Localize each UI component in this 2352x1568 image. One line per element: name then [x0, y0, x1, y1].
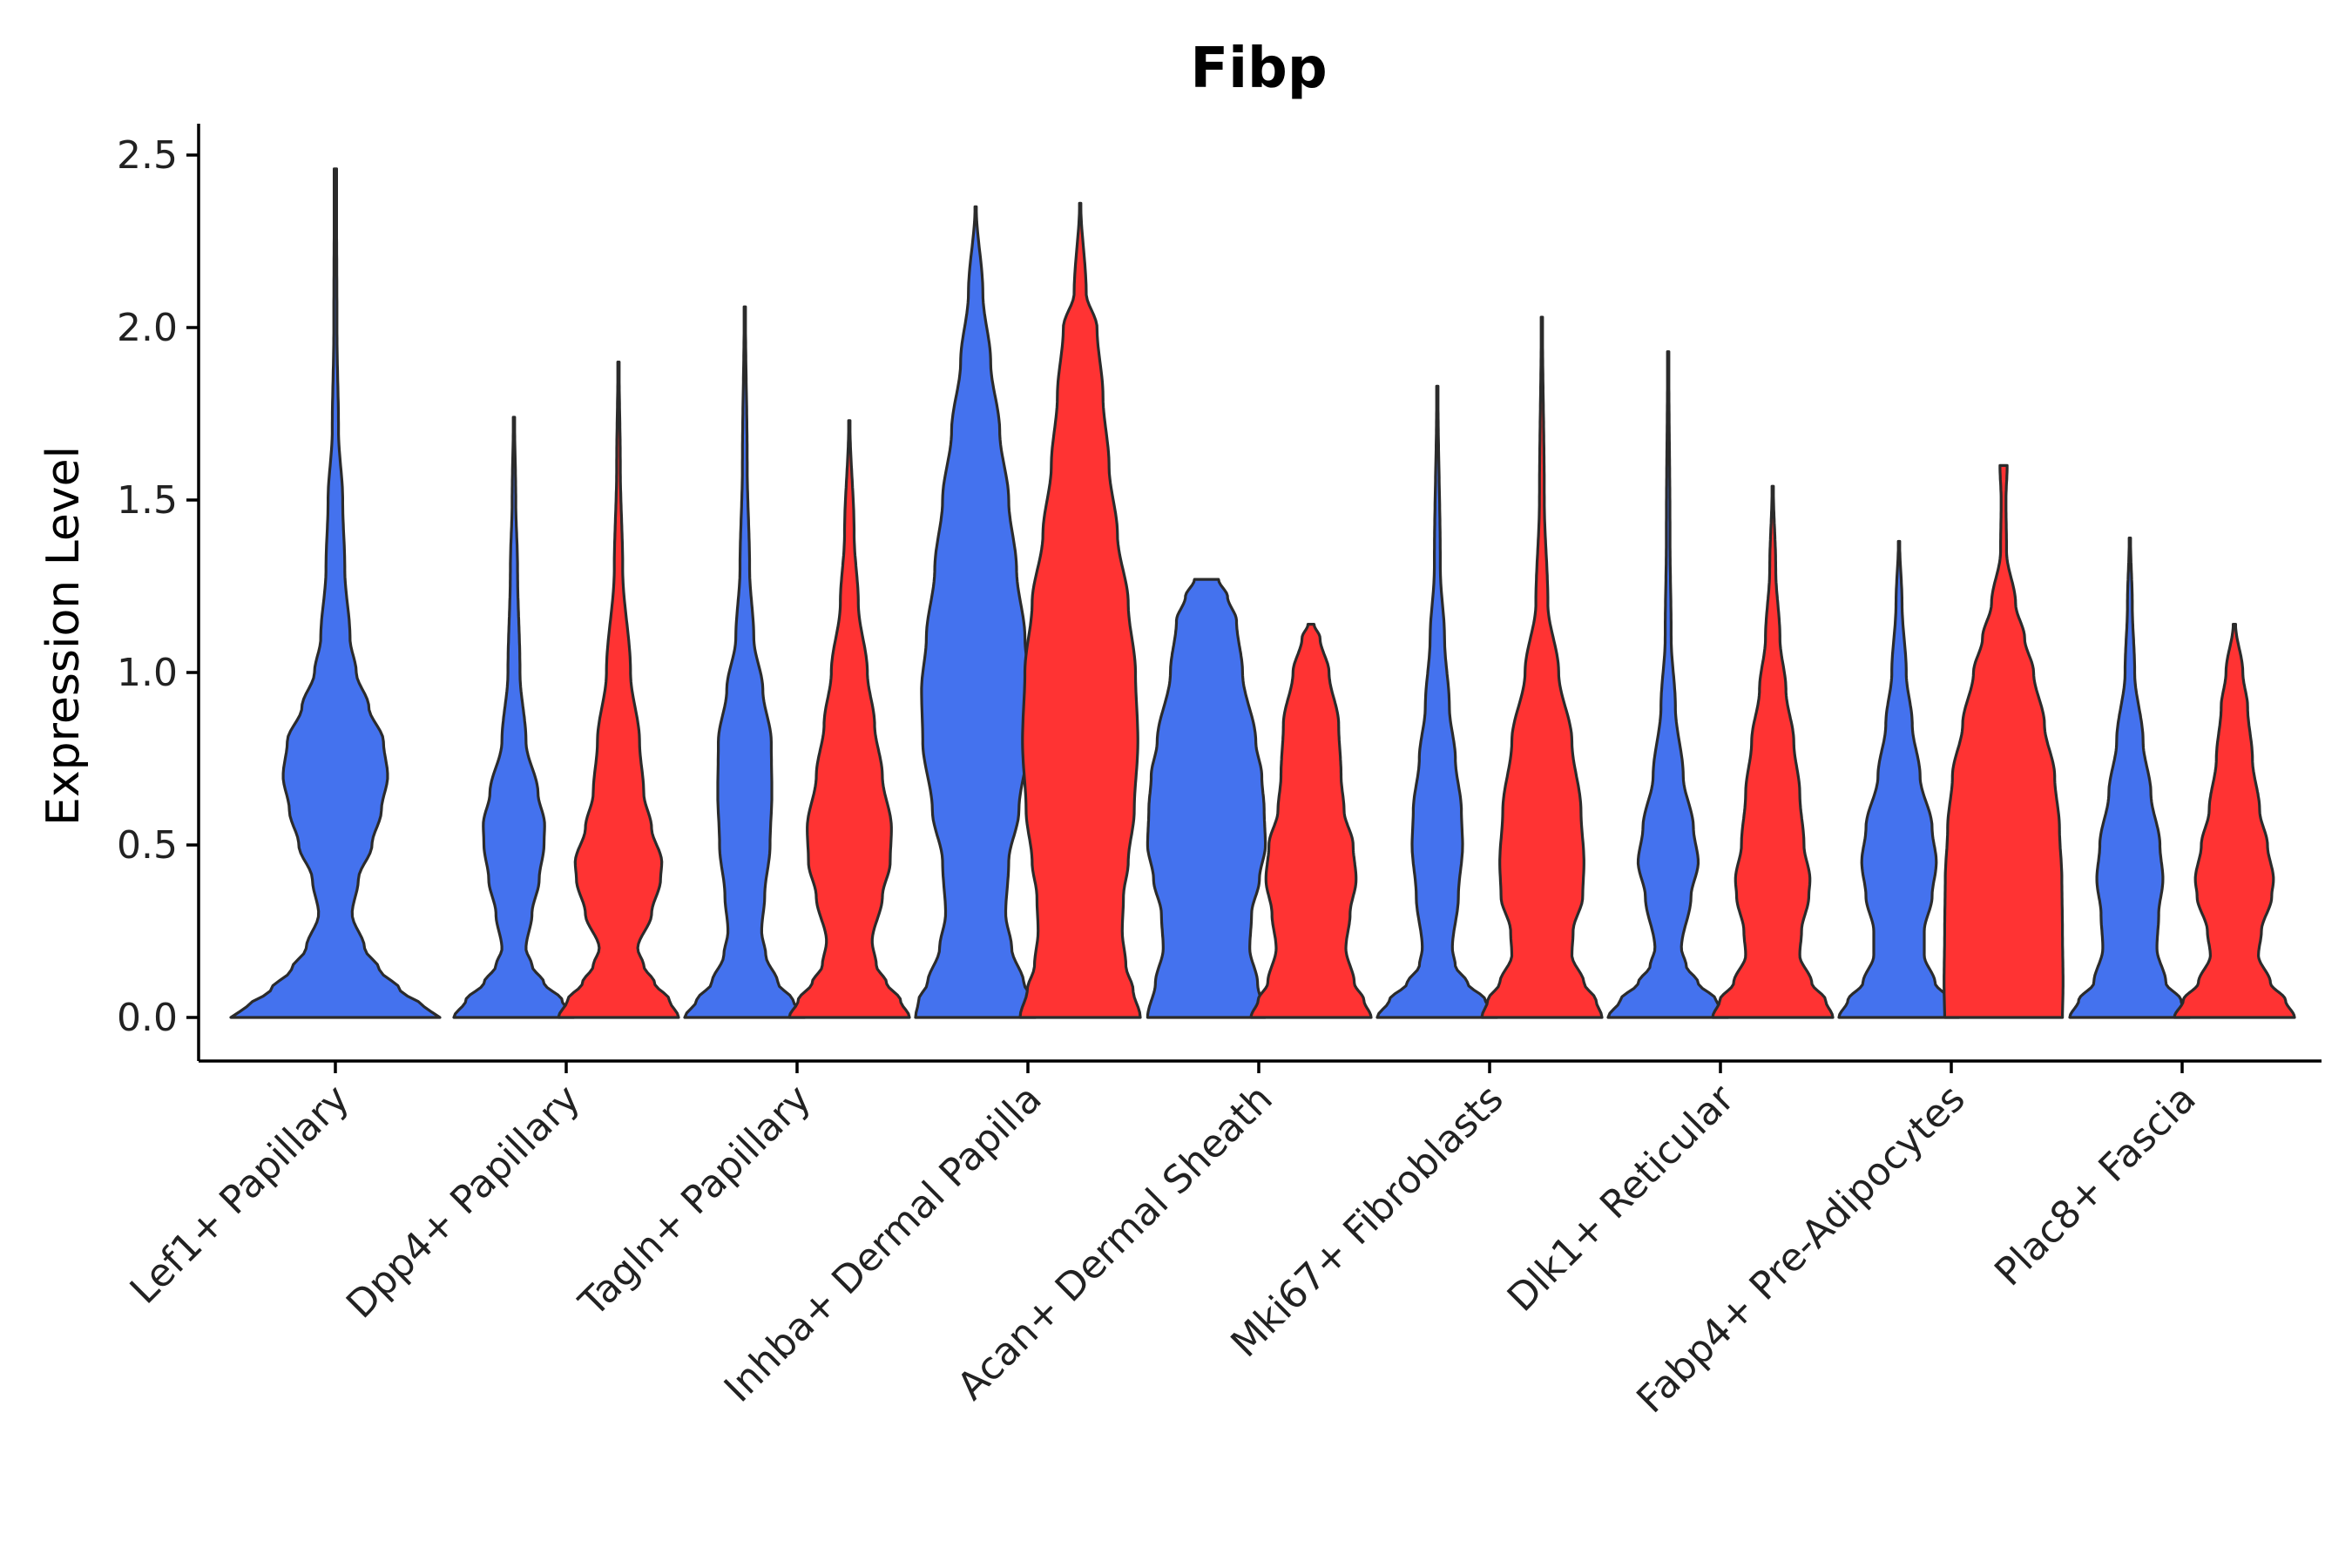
violin-dpp4-papillary-group-2 [557, 361, 680, 1019]
violin-dlk1-reticular-group-2 [1711, 484, 1835, 1019]
violin-mki67-fibroblasts-group-1 [1375, 384, 1499, 1019]
x-tick-label: Lef1+ Papillary [122, 1077, 358, 1313]
y-tick-label: 0.5 [117, 823, 178, 868]
violin-tagln-papillary-group-1 [683, 305, 807, 1019]
violin-mki67-fibroblasts-group-2 [1480, 315, 1604, 1019]
y-ticks: 0.0 0.5 1.0 1.5 2.0 2.5 [117, 133, 199, 1040]
y-tick-label: 1.5 [117, 478, 178, 523]
y-tick-label: 2.0 [117, 306, 178, 350]
chart-title: Fibp [1190, 37, 1327, 101]
violin-acan-dermal-sheath-group-1 [1146, 578, 1267, 1019]
violin-layer [229, 167, 2296, 1019]
violin-fabp4-pre-adipocytes-group-2 [1943, 463, 2065, 1019]
violin-dpp4-papillary-group-1 [452, 416, 576, 1019]
violin-inhba-dermal-papilla-group-1 [914, 205, 1037, 1019]
violin-tagln-papillary-group-2 [787, 419, 911, 1019]
x-tick-label: Dpp4+ Papillary [338, 1077, 589, 1328]
violin-acan-dermal-sheath-group-2 [1249, 623, 1373, 1019]
y-tick-label: 0.0 [117, 996, 178, 1040]
violin-plac8-fascia-group-1 [2068, 537, 2192, 1019]
violin-inhba-dermal-papilla-group-2 [1018, 201, 1142, 1019]
violin-plac8-fascia-group-2 [2173, 623, 2296, 1019]
y-axis-title: Expression Level [37, 446, 90, 826]
y-tick-label: 2.5 [117, 133, 178, 178]
x-tick-label: Tagln+ Papillary [571, 1077, 820, 1326]
violin-fabp4-pre-adipocytes-group-1 [1837, 539, 1961, 1019]
x-tick-label: Dlk1+ Reticular [1499, 1076, 1744, 1321]
violin-lef1-papillary-group-1 [229, 167, 442, 1019]
x-tick-label: Plac8+ Fascia [1986, 1077, 2205, 1295]
violin-dlk1-reticular-group-1 [1606, 350, 1730, 1019]
y-tick-label: 1.0 [117, 651, 178, 695]
